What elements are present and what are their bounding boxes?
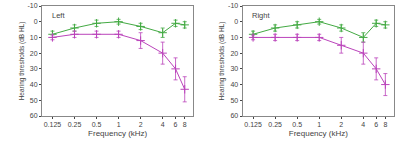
- svg-text:Right: Right: [252, 11, 270, 20]
- svg-text:0.5: 0.5: [292, 121, 302, 128]
- svg-text:60: 60: [30, 112, 38, 119]
- svg-text:Hearing thresholds (dB HL): Hearing thresholds (dB HL): [218, 22, 226, 101]
- svg-text:1: 1: [317, 121, 321, 128]
- svg-text:20: 20: [230, 50, 238, 57]
- svg-text:-10: -10: [228, 2, 238, 9]
- svg-text:Frequency (kHz): Frequency (kHz): [88, 129, 147, 138]
- svg-text:40: 40: [30, 81, 38, 88]
- svg-text:30: 30: [230, 65, 238, 72]
- svg-text:40: 40: [230, 81, 238, 88]
- svg-text:50: 50: [30, 97, 38, 104]
- svg-text:0.125: 0.125: [244, 121, 262, 128]
- svg-text:8: 8: [183, 121, 187, 128]
- svg-text:Left: Left: [52, 11, 65, 20]
- svg-text:0.25: 0.25: [68, 121, 82, 128]
- svg-text:2: 2: [339, 121, 343, 128]
- svg-text:1: 1: [117, 121, 121, 128]
- svg-text:0: 0: [234, 18, 238, 25]
- svg-text:6: 6: [374, 121, 378, 128]
- svg-text:2: 2: [139, 121, 143, 128]
- svg-text:4: 4: [361, 121, 365, 128]
- svg-text:10: 10: [30, 34, 38, 41]
- svg-text:20: 20: [30, 50, 38, 57]
- svg-text:0.125: 0.125: [44, 121, 62, 128]
- svg-text:30: 30: [30, 65, 38, 72]
- svg-text:-10: -10: [27, 2, 37, 9]
- svg-text:6: 6: [174, 121, 178, 128]
- svg-text:0: 0: [34, 18, 38, 25]
- svg-text:60: 60: [230, 112, 238, 119]
- svg-text:4: 4: [161, 121, 165, 128]
- svg-text:10: 10: [230, 34, 238, 41]
- svg-text:0.25: 0.25: [268, 121, 282, 128]
- svg-text:8: 8: [383, 121, 387, 128]
- svg-text:0.5: 0.5: [92, 121, 102, 128]
- svg-text:50: 50: [230, 97, 238, 104]
- svg-text:Frequency (kHz): Frequency (kHz): [289, 129, 348, 138]
- svg-text:Hearing thresholds (dB HL): Hearing thresholds (dB HL): [18, 22, 26, 101]
